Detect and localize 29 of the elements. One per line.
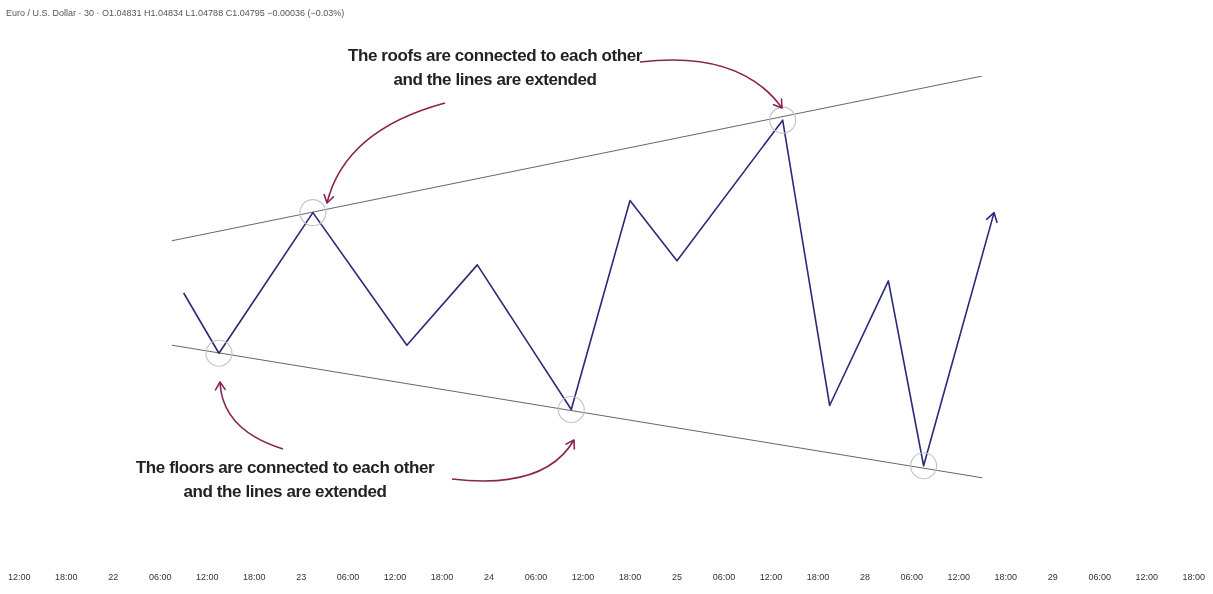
x-tick-label: 28 (859, 572, 870, 583)
x-tick-label: 06:00 (148, 572, 172, 583)
x-tick-label: 06:00 (1088, 572, 1112, 583)
x-tick-label: 18:00 (430, 572, 454, 583)
x-tick-label: 12:00 (571, 572, 595, 583)
x-tick-label: 12:00 (195, 572, 219, 583)
x-tick-label: 18:00 (806, 572, 830, 583)
x-tick-label: 06:00 (712, 572, 736, 583)
x-tick-label: 06:00 (524, 572, 548, 583)
x-tick-label: 22 (108, 572, 119, 583)
x-tick-label: 18:00 (994, 572, 1018, 583)
x-tick-label: 18:00 (54, 572, 78, 583)
x-tick-label: 18:00 (242, 572, 266, 583)
x-tick-label: 12:00 (383, 572, 407, 583)
x-tick-label: 29 (1047, 572, 1058, 583)
x-tick-label: 24 (484, 572, 495, 583)
x-tick-label: 06:00 (900, 572, 924, 583)
x-tick-label: 18:00 (618, 572, 642, 583)
x-tick-label: 12:00 (759, 572, 783, 583)
annotation: The floors are connected to each other and the lines are extended (135, 457, 435, 503)
x-tick-label: 12:00 (1135, 572, 1159, 583)
x-tick-label: 12:00 (947, 572, 971, 583)
x-tick-label: 06:00 (336, 572, 360, 583)
x-tick-label: 18:00 (1182, 572, 1205, 583)
chart-title: Euro / U.S. Dollar · 30 · O1.04831 H1.04834 L1.04788 C1.04795 −0.00036 (−0.03%) (6, 8, 345, 18)
annotation: The roofs are connected to each other and the lines are extended (346, 45, 644, 91)
x-tick-label: 23 (296, 572, 307, 583)
x-tick-label: 25 (671, 572, 682, 583)
x-tick-label: 12:00 (8, 572, 31, 583)
